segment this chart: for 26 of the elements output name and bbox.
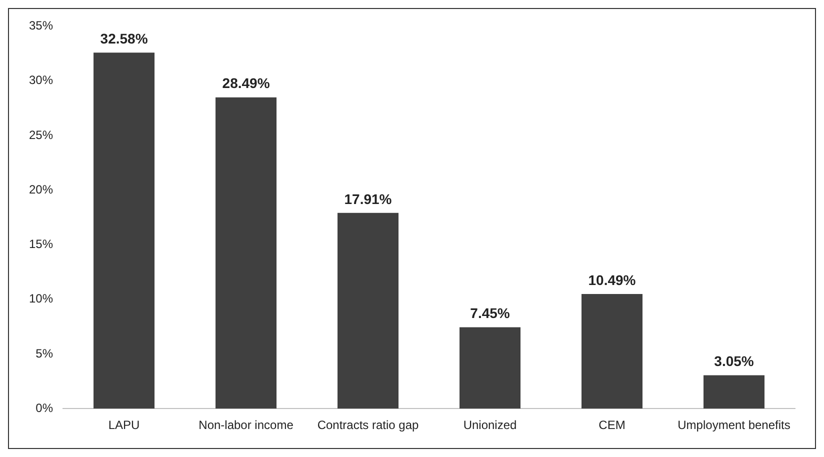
y-tick-label: 20%: [28, 182, 54, 196]
bar: [94, 52, 155, 409]
data-label: 7.45%: [470, 305, 510, 322]
x-tick-label: CEM: [598, 418, 626, 432]
x-tick-label: Unionized: [463, 418, 517, 432]
x-tick-label: Umployment benefits: [678, 418, 790, 432]
y-tick-label: 15%: [28, 237, 54, 252]
data-label: 17.91%: [344, 190, 392, 207]
data-label: 10.49%: [588, 272, 636, 288]
y-tick-label: 10%: [28, 292, 54, 306]
y-tick-label: 30%: [28, 73, 54, 88]
y-tick-label: 35%: [28, 18, 54, 33]
x-tick-label: Non-labor income: [198, 418, 294, 432]
y-tick-label: 5%: [36, 346, 54, 360]
bar: [338, 212, 399, 409]
y-tick-label: 0%: [36, 400, 54, 415]
bar: [216, 97, 277, 409]
data-label: 32.58%: [100, 30, 148, 46]
bar: [582, 294, 643, 409]
y-tick-label: 25%: [28, 128, 54, 142]
bar: [460, 327, 521, 409]
data-label: 28.49%: [222, 75, 270, 92]
x-tick-label: LAPU: [108, 418, 140, 432]
data-label: 3.05%: [714, 353, 754, 370]
x-tick-label: Contracts ratio gap: [317, 418, 420, 432]
bar: [704, 375, 764, 409]
